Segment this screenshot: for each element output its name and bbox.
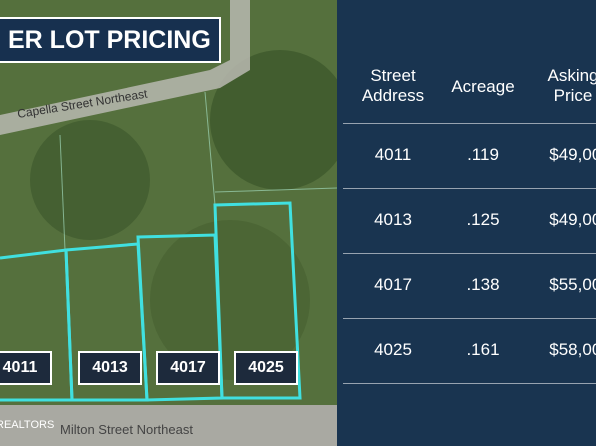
row-divider	[343, 188, 596, 189]
table-cell: 4025	[374, 340, 412, 359]
table-cell: .119	[467, 145, 499, 164]
pricing-table: Street Address Acreage Asking Price 4011…	[337, 0, 596, 446]
lot-label: 4017	[156, 351, 220, 385]
row-divider	[343, 123, 596, 124]
table-cell: .125	[466, 210, 500, 229]
title: ER LOT PRICING	[0, 17, 221, 63]
table-cell: $49,000	[549, 145, 596, 164]
table-cell: 4011	[374, 145, 412, 164]
table-cell: 4013	[374, 210, 412, 229]
street-label: Milton Street Northeast	[60, 422, 193, 437]
column-header: Asking Price	[547, 66, 596, 105]
table-cell: 4017	[374, 275, 412, 294]
aerial-map: Capella Street Northeast Milton Street N…	[0, 0, 337, 446]
column-header: Acreage	[451, 77, 515, 96]
lot-label: 4025	[234, 351, 298, 385]
table-cell: $55,000	[549, 275, 596, 294]
table-cell: .161	[466, 340, 500, 359]
lot-label: 4013	[78, 351, 142, 385]
watermark: REALTORS	[0, 419, 54, 431]
column-header: Street Address	[361, 66, 425, 105]
table-cell: .138	[466, 275, 500, 294]
lot-label: 4011	[0, 351, 52, 385]
row-divider	[343, 383, 596, 384]
row-divider	[343, 318, 596, 319]
table-cell: $58,000	[549, 340, 596, 359]
table-cell: $49,000	[549, 210, 596, 229]
row-divider	[343, 253, 596, 254]
